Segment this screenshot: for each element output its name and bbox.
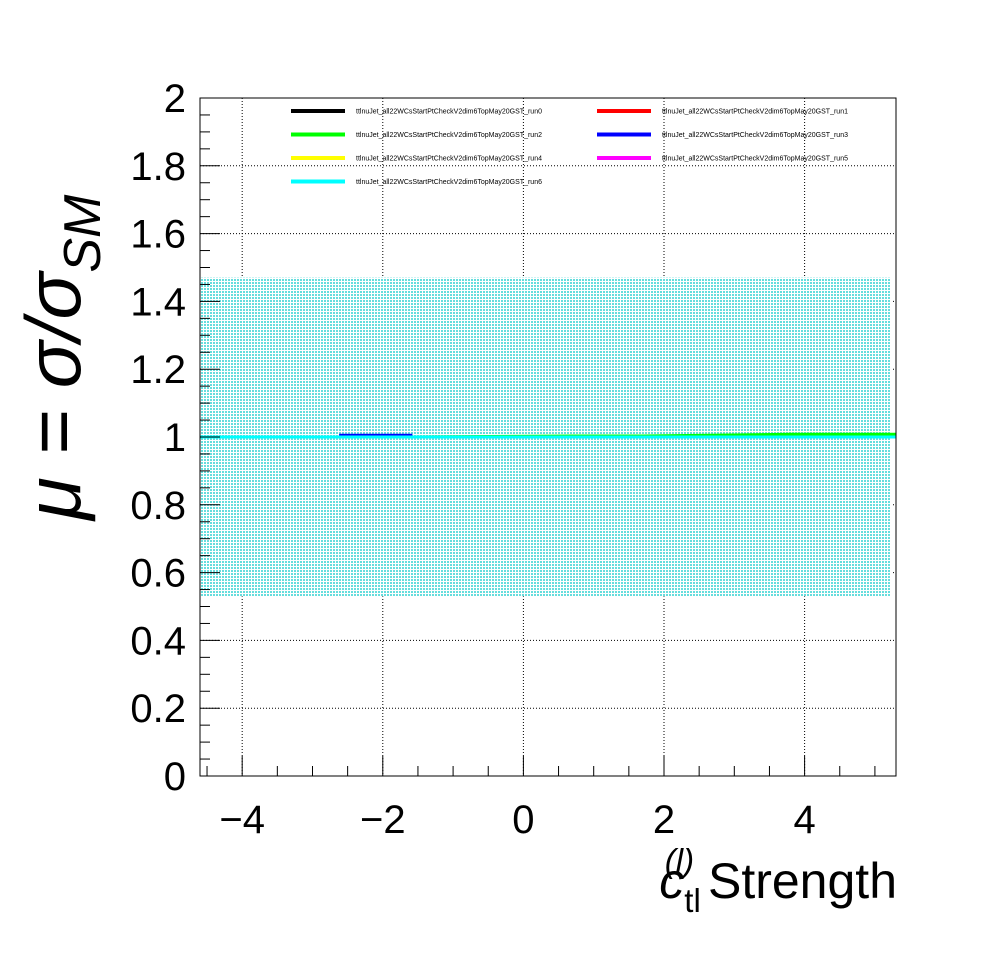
y-axis-title-sub: SM	[54, 194, 112, 273]
y-tick-label: 0.8	[130, 484, 186, 528]
y-tick-label: 1.8	[130, 145, 186, 189]
legend-entry: ttlnuJet_all22WCsStartPtCheckV2dim6TopMa…	[291, 156, 542, 163]
legend-entry: ttlnuJet_all22WCsStartPtCheckV2dim6TopMa…	[291, 132, 542, 139]
x-tick-label: −2	[360, 798, 406, 842]
x-tick-label: 2	[653, 798, 675, 842]
legend: ttlnuJet_all22WCsStartPtCheckV2dim6TopMa…	[291, 109, 848, 186]
axis-tick-labels: −4 −2 0 2 4 0 0.2 0.4 0.6 0.8 1 1.2 1.4 1.6 1.8 2	[130, 77, 815, 842]
x-axis-title-main: c	[659, 853, 684, 909]
x-axis-title-rest: Strength	[694, 853, 897, 909]
x-axis-title: ctl (l) Strength	[659, 842, 897, 919]
y-axis-title: μ = σ/σSM	[9, 194, 112, 522]
x-axis-title-sub: tl	[684, 882, 701, 919]
series-group	[200, 432, 896, 439]
y-tick-label: 0.2	[130, 687, 186, 731]
y-tick-label: 0.6	[130, 552, 186, 596]
y-tick-label: 1.6	[130, 213, 186, 257]
x-tick-label: −4	[219, 798, 265, 842]
legend-entry: ttlnuJet_all22WCsStartPtCheckV2dim6TopMa…	[291, 179, 542, 186]
y-tick-label: 1.2	[130, 348, 186, 392]
legend-label: ttlnuJet_all22WCsStartPtCheckV2dim6TopMa…	[356, 109, 542, 116]
legend-entry: ttlnuJet_all22WCsStartPtCheckV2dim6TopMa…	[597, 156, 848, 163]
x-tick-label: 0	[512, 798, 534, 842]
legend-label: ttlnuJet_all22WCsStartPtCheckV2dim6TopMa…	[662, 109, 848, 116]
x-axis-title-sup: (l)	[665, 842, 694, 879]
x-tick-label: 4	[793, 798, 815, 842]
legend-label: ttlnuJet_all22WCsStartPtCheckV2dim6TopMa…	[356, 156, 542, 163]
y-tick-label: 0.4	[130, 619, 186, 663]
y-axis-title-main: μ = σ/σ	[9, 270, 97, 522]
y-tick-label: 1.4	[130, 280, 186, 324]
axis-ticks	[200, 97, 876, 777]
legend-label: ttlnuJet_all22WCsStartPtCheckV2dim6TopMa…	[356, 179, 542, 186]
y-tick-label: 2	[164, 77, 186, 121]
y-tick-label: 1	[164, 416, 186, 460]
legend-label: ttlnuJet_all22WCsStartPtCheckV2dim6TopMa…	[662, 132, 848, 139]
legend-entry: ttlnuJet_all22WCsStartPtCheckV2dim6TopMa…	[597, 132, 848, 139]
legend-label: ttlnuJet_all22WCsStartPtCheckV2dim6TopMa…	[356, 132, 542, 139]
legend-label: ttlnuJet_all22WCsStartPtCheckV2dim6TopMa…	[662, 156, 848, 163]
legend-entry: ttlnuJet_all22WCsStartPtCheckV2dim6TopMa…	[597, 109, 848, 116]
legend-entry: ttlnuJet_all22WCsStartPtCheckV2dim6TopMa…	[291, 109, 542, 116]
y-tick-label: 0	[164, 755, 186, 799]
